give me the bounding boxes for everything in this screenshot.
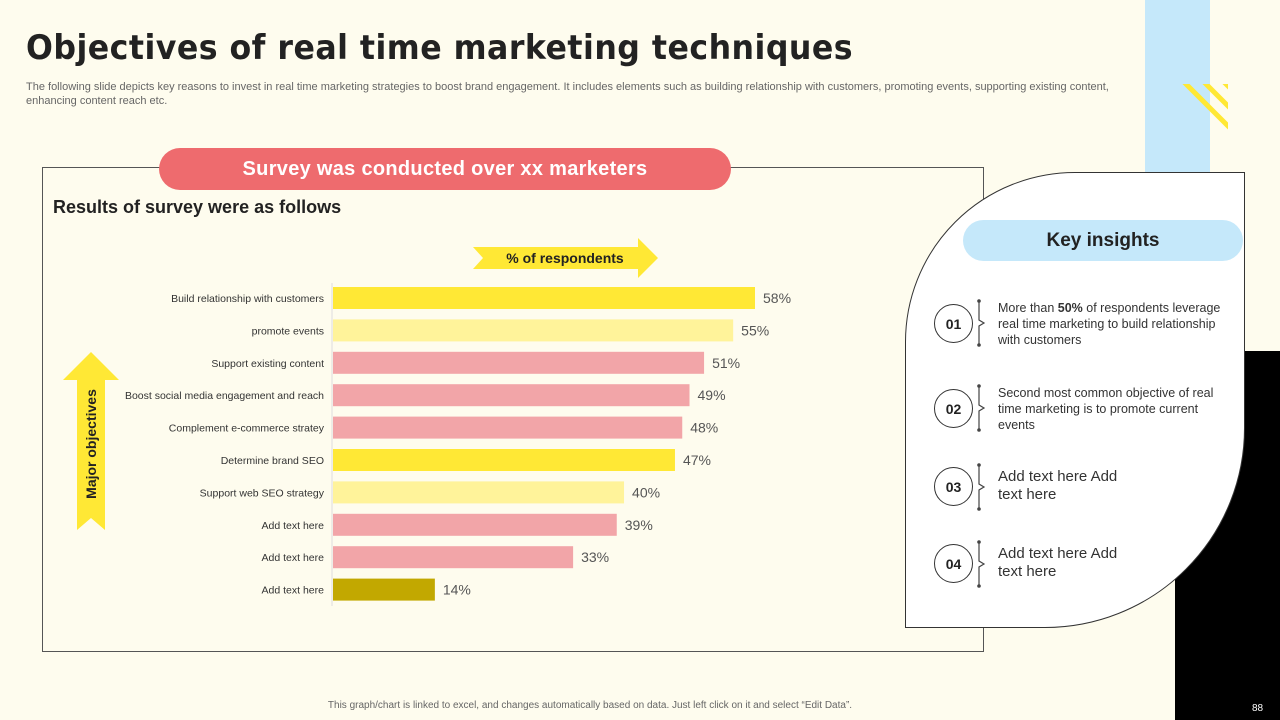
brace-icon <box>977 540 986 588</box>
survey-results-box <box>42 167 984 652</box>
insight-01-post: of respondents leverage real time market… <box>998 301 1221 347</box>
page-number: 88 <box>1252 703 1264 714</box>
brace-icon <box>977 384 986 432</box>
insight-text-02: Second most common objective of real tim… <box>998 386 1214 432</box>
key-insights-title: Key insights <box>963 220 1243 261</box>
page-subtitle: The following slide depicts key reasons … <box>26 81 1109 107</box>
insight-number-02: 02 <box>934 389 973 428</box>
results-title: Results of survey were as follows <box>53 197 342 217</box>
insight-text-01: More than 50% of respondents leverage re… <box>998 300 1228 348</box>
page-title: Objectives of real time marketing techni… <box>26 28 854 68</box>
brace-icon <box>977 299 986 347</box>
decorative-stripes <box>1172 84 1228 140</box>
insight-01-highlight: 50% <box>1057 301 1083 315</box>
brace-icon <box>977 463 986 511</box>
insight-number-01: 01 <box>934 304 973 343</box>
insight-text-04: Add text here Add text here <box>998 545 1118 580</box>
survey-banner: Survey was conducted over xx marketers <box>159 148 731 190</box>
insight-01-pre: More than <box>998 301 1058 315</box>
insight-number-04: 04 <box>934 544 973 583</box>
insight-text-03: Add text here Add text here <box>998 468 1118 503</box>
insight-number-03: 03 <box>934 467 973 506</box>
footer-note: This graph/chart is linked to excel, and… <box>327 700 853 711</box>
